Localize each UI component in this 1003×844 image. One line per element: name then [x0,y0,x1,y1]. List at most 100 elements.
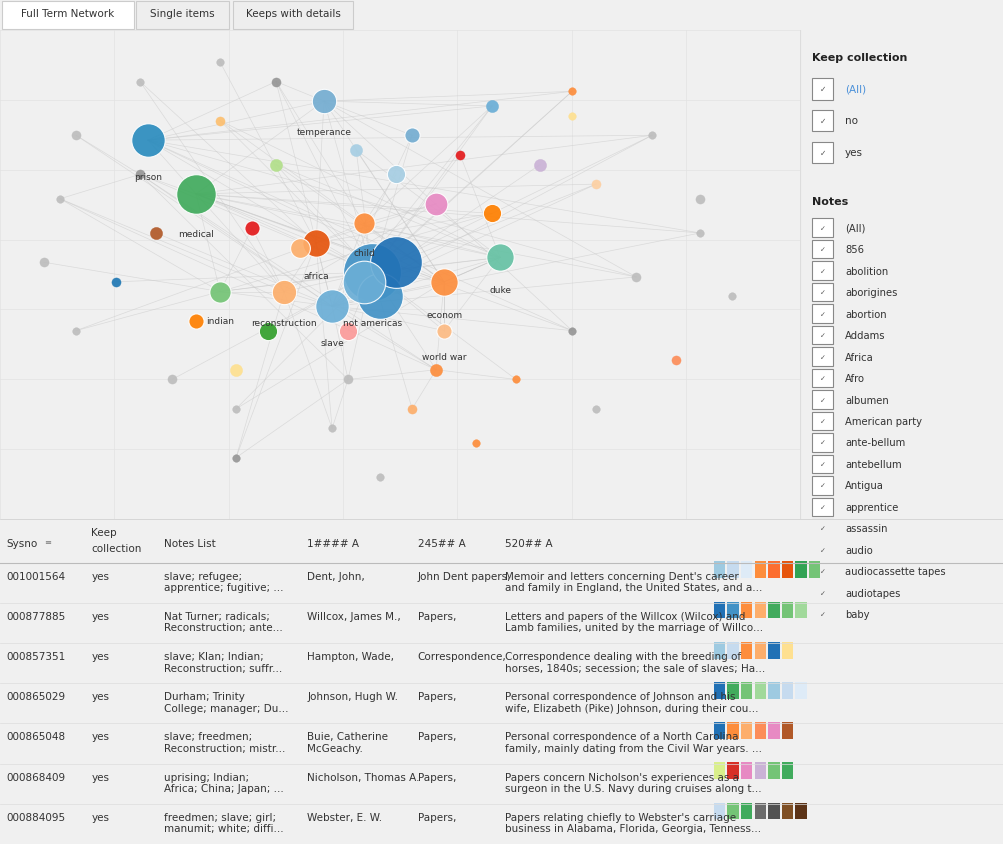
Point [139,134,155,148]
Point [260,324,276,338]
Text: Notes List: Notes List [163,538,216,549]
Point [427,364,443,377]
Text: africa: africa [303,272,329,280]
Text: Notes: Notes [811,197,848,207]
Point [356,276,372,289]
Bar [713,803,724,820]
Point [228,452,244,465]
Text: slave; Klan; Indian;
Reconstruction; suffr...: slave; Klan; Indian; Reconstruction; suf… [163,652,282,673]
Bar [726,722,738,739]
Bar [781,602,792,619]
Bar [781,682,792,699]
Point [108,276,124,289]
Text: reconstruction: reconstruction [251,318,317,327]
Text: Antigua: Antigua [845,481,883,491]
Point [508,373,524,387]
Bar [811,605,831,624]
Bar [713,722,724,739]
Text: yes: yes [91,812,109,822]
Bar [811,477,831,495]
Text: ✓: ✓ [818,462,824,468]
Text: Keeps with details: Keeps with details [246,9,340,19]
Bar [767,722,779,739]
Bar [740,602,752,619]
Text: 000865029: 000865029 [6,691,65,701]
Bar [811,498,831,517]
Point [147,227,163,241]
Point [228,403,244,416]
Bar [726,602,738,619]
Text: yes: yes [91,652,109,661]
Text: yes: yes [845,148,863,158]
Text: Papers concern Nicholson's experiences as a
surgeon in the U.S. Navy during crui: Papers concern Nicholson's experiences a… [505,771,761,793]
Bar [713,602,724,619]
Point [403,403,419,416]
Point [372,290,388,304]
Text: (All): (All) [845,224,865,233]
Text: antebellum: antebellum [845,459,901,469]
Text: Papers,: Papers, [417,732,455,742]
Bar [726,803,738,820]
Bar [811,348,831,366]
Text: audiotapes: audiotapes [845,588,900,598]
Text: Keep collection: Keep collection [811,53,907,63]
Point [268,159,284,172]
Point [36,257,52,270]
Text: Correspondence dealing with the breeding of
horses, 1840s; secession; the sale o: Correspondence dealing with the breeding… [505,652,764,673]
Point [588,178,604,192]
Text: 1#### A: 1#### A [307,538,359,549]
Bar [754,722,765,739]
Text: 000857351: 000857351 [6,652,65,661]
Text: Papers,: Papers, [417,771,455,782]
Text: world war: world war [421,352,465,361]
Point [667,354,683,367]
Bar [740,642,752,659]
Point [131,169,147,182]
Text: ✓: ✓ [818,311,824,317]
Text: Correspondence,: Correspondence, [417,652,506,661]
Bar [811,562,831,581]
Text: yes: yes [91,771,109,782]
Text: Full Term Network: Full Term Network [21,9,114,19]
Text: Papers,: Papers, [417,611,455,621]
Text: ✓: ✓ [818,116,825,126]
Point [588,403,604,416]
Text: Hampton, Wade,: Hampton, Wade, [307,652,394,661]
Point [372,471,388,484]
Bar [754,803,765,820]
Point [564,85,580,99]
Text: Memoir and letters concerning Dent's career
and family in England, the United St: Memoir and letters concerning Dent's car… [505,571,761,592]
Bar [740,762,752,779]
Bar [754,602,765,619]
Text: Single items: Single items [150,9,215,19]
Bar [794,803,806,820]
Text: assassin: assassin [845,524,887,533]
Bar [754,642,765,659]
Bar [2,3,133,30]
Text: ✓: ✓ [818,225,824,231]
Text: baby: baby [845,609,869,619]
Text: ✓: ✓ [818,569,824,575]
Text: American party: American party [845,416,921,426]
Point [564,324,580,338]
Bar [811,219,831,237]
Bar [767,602,779,619]
Point [483,208,499,221]
Bar [794,562,806,579]
Point [435,276,451,289]
Text: yes: yes [91,611,109,621]
Bar [713,762,724,779]
Bar [811,327,831,345]
Text: 000884095: 000884095 [6,812,65,822]
Bar [811,434,831,452]
Text: ✓: ✓ [818,612,824,618]
Text: Dent, John,: Dent, John, [307,571,365,581]
Bar [767,562,779,579]
Text: ✓: ✓ [818,397,824,403]
Point [316,95,332,109]
Text: ≡: ≡ [44,537,51,546]
Text: freedmen; slave; girl;
manumit; white; diffi...: freedmen; slave; girl; manumit; white; d… [163,812,283,834]
Text: 001001564: 001001564 [6,571,65,581]
Text: Personal correspondence of Johnson and his
wife, Elizabeth (Pike) Johnson, durin: Personal correspondence of Johnson and h… [505,691,757,713]
Bar [713,682,724,699]
